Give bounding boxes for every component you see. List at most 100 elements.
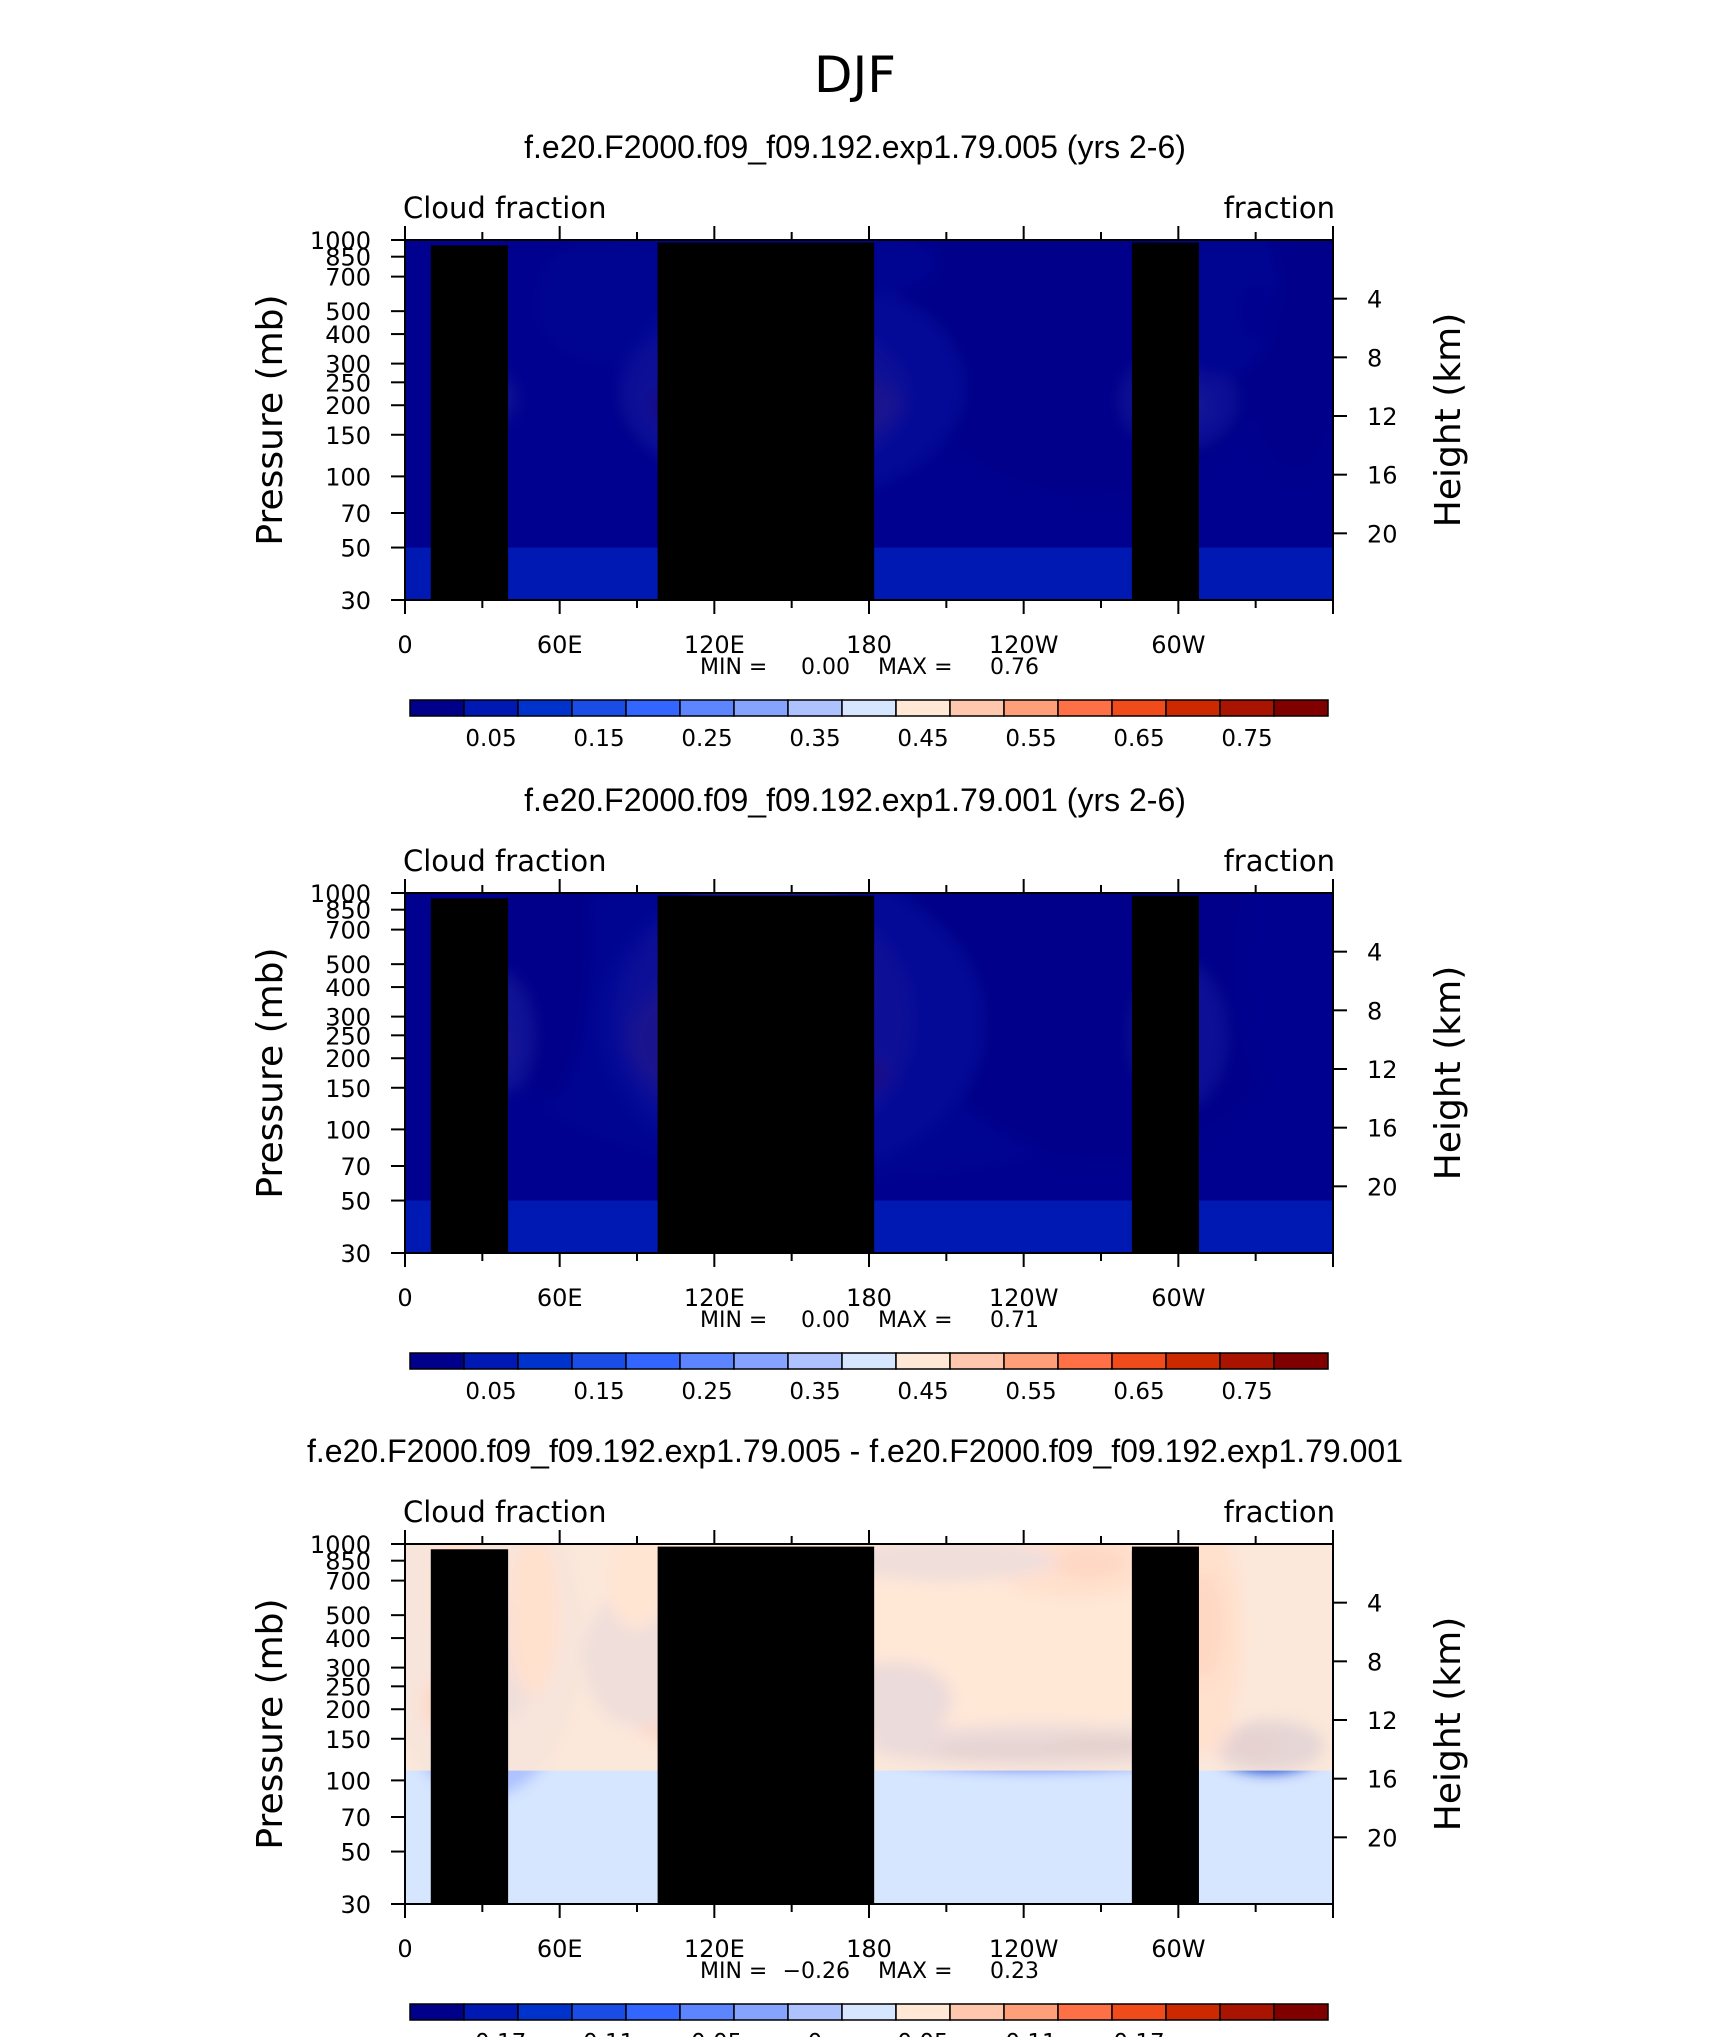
variable-label: Cloud fraction bbox=[403, 191, 606, 225]
colorbar-box bbox=[409, 1352, 465, 1370]
min-label: MIN = bbox=[700, 655, 767, 680]
colorbar-box bbox=[1165, 1352, 1221, 1370]
y-tick-label: 500 bbox=[325, 951, 371, 979]
colorbar-box bbox=[625, 2003, 681, 2021]
y2-tick-label: 20 bbox=[1367, 520, 1398, 548]
y2-tick-label: 12 bbox=[1367, 1707, 1398, 1735]
y-tick-label: 300 bbox=[325, 1655, 371, 1683]
y-tick-label: 50 bbox=[340, 1188, 371, 1216]
units-label: fraction bbox=[1224, 191, 1335, 225]
max-value: 0.71 bbox=[990, 1308, 1039, 1333]
y2-axis-title: Height (km) bbox=[1428, 313, 1469, 527]
colorbar-label: 0.15 bbox=[573, 726, 624, 752]
topography bbox=[451, 906, 483, 1253]
y-tick-label: 250 bbox=[325, 1022, 371, 1050]
colorbar-box bbox=[895, 699, 951, 717]
contour-field bbox=[405, 1544, 1333, 1904]
y-tick-label: 70 bbox=[340, 500, 371, 528]
topography bbox=[657, 242, 875, 600]
y2-tick-label: 4 bbox=[1367, 286, 1382, 314]
y-tick-label: 150 bbox=[325, 1075, 371, 1103]
variable-label: Cloud fraction bbox=[403, 1495, 606, 1529]
colorbar-box bbox=[949, 1352, 1005, 1370]
x-tick-label: 60W bbox=[1151, 1935, 1205, 1963]
colorbar-box bbox=[1111, 1352, 1167, 1370]
colorbar-box bbox=[1219, 699, 1275, 717]
units-label: fraction bbox=[1224, 844, 1335, 878]
colorbar-box bbox=[1111, 2003, 1167, 2021]
topography bbox=[657, 1546, 875, 1904]
y-tick-label: 700 bbox=[325, 264, 371, 292]
y-tick-label: 300 bbox=[325, 351, 371, 379]
colorbar-label: 0.65 bbox=[1113, 726, 1164, 752]
colorbar-box bbox=[1165, 699, 1221, 717]
topography bbox=[1131, 900, 1138, 1253]
colorbar-box bbox=[1273, 2003, 1329, 2021]
colorbar-box bbox=[841, 699, 897, 717]
colorbar-box bbox=[1165, 2003, 1221, 2021]
y-tick-label: 850 bbox=[325, 897, 371, 925]
colorbar-label: 0.75 bbox=[1221, 726, 1272, 752]
colorbar-box bbox=[517, 699, 573, 717]
min-label: MIN = bbox=[700, 1959, 767, 1984]
topography bbox=[1131, 242, 1199, 600]
y-tick-label: 400 bbox=[325, 1625, 371, 1653]
max-label: MAX = bbox=[878, 655, 953, 680]
x-tick-label: 120W bbox=[989, 1284, 1059, 1312]
y-tick-label: 100 bbox=[325, 463, 371, 491]
colorbar-box bbox=[1057, 1352, 1113, 1370]
colorbar-box bbox=[1219, 2003, 1275, 2021]
colorbar-box bbox=[1273, 1352, 1329, 1370]
panel-title: f.e20.F2000.f09_f09.192.exp1.79.001 (yrs… bbox=[524, 782, 1186, 818]
x-tick-label: 60E bbox=[537, 1284, 583, 1312]
colorbar-box bbox=[1003, 2003, 1059, 2021]
y2-tick-label: 8 bbox=[1367, 344, 1382, 372]
y-tick-label: 1000 bbox=[310, 880, 371, 908]
x-tick-label: 0 bbox=[397, 1935, 412, 1963]
colorbar-box bbox=[409, 2003, 465, 2021]
colorbar-label: −0.05 bbox=[672, 2030, 742, 2037]
colorbar-label: 0.75 bbox=[1221, 1379, 1272, 1405]
y-axis-title: Pressure (mb) bbox=[250, 1598, 291, 1849]
x-tick-label: 180 bbox=[846, 1284, 892, 1312]
colorbar-box bbox=[571, 2003, 627, 2021]
y-tick-label: 1000 bbox=[310, 1531, 371, 1559]
y2-tick-label: 4 bbox=[1367, 1590, 1382, 1618]
x-tick-label: 0 bbox=[397, 1284, 412, 1312]
colorbar-label: 0.45 bbox=[897, 1379, 948, 1405]
y-tick-label: 850 bbox=[325, 1548, 371, 1576]
y-tick-label: 70 bbox=[340, 1804, 371, 1832]
y-tick-label: 850 bbox=[325, 244, 371, 272]
colorbar-label: 0.25 bbox=[681, 1379, 732, 1405]
topography bbox=[451, 253, 483, 600]
y-tick-label: 1000 bbox=[310, 227, 371, 255]
colorbar-box bbox=[463, 699, 519, 717]
x-tick-label: 0 bbox=[397, 631, 412, 659]
y-tick-label: 200 bbox=[325, 1045, 371, 1073]
contour-field bbox=[405, 240, 1333, 600]
colorbar-box bbox=[895, 1352, 951, 1370]
y-tick-label: 150 bbox=[325, 1726, 371, 1754]
colorbar-box bbox=[787, 699, 843, 717]
y-tick-label: 30 bbox=[340, 1240, 371, 1268]
colorbar-box bbox=[517, 2003, 573, 2021]
y-tick-label: 200 bbox=[325, 1696, 371, 1724]
x-tick-label: 60E bbox=[537, 1935, 583, 1963]
colorbar-box bbox=[733, 1352, 789, 1370]
x-tick-label: 120W bbox=[989, 631, 1059, 659]
colorbar-box bbox=[949, 699, 1005, 717]
y-tick-label: 200 bbox=[325, 392, 371, 420]
max-value: 0.76 bbox=[990, 655, 1039, 680]
min-value: 0.00 bbox=[801, 655, 850, 680]
colorbar-box bbox=[1111, 699, 1167, 717]
y2-tick-label: 4 bbox=[1367, 939, 1382, 967]
topography bbox=[1131, 1551, 1138, 1904]
y2-axis-title: Height (km) bbox=[1428, 1617, 1469, 1831]
colorbar-box bbox=[517, 1352, 573, 1370]
topography bbox=[657, 895, 875, 1253]
panel-title: f.e20.F2000.f09_f09.192.exp1.79.005 - f.… bbox=[307, 1433, 1403, 1469]
colorbar-label: 0.55 bbox=[1005, 1379, 1056, 1405]
colorbar-box bbox=[1219, 1352, 1275, 1370]
colorbar-box bbox=[409, 699, 465, 717]
